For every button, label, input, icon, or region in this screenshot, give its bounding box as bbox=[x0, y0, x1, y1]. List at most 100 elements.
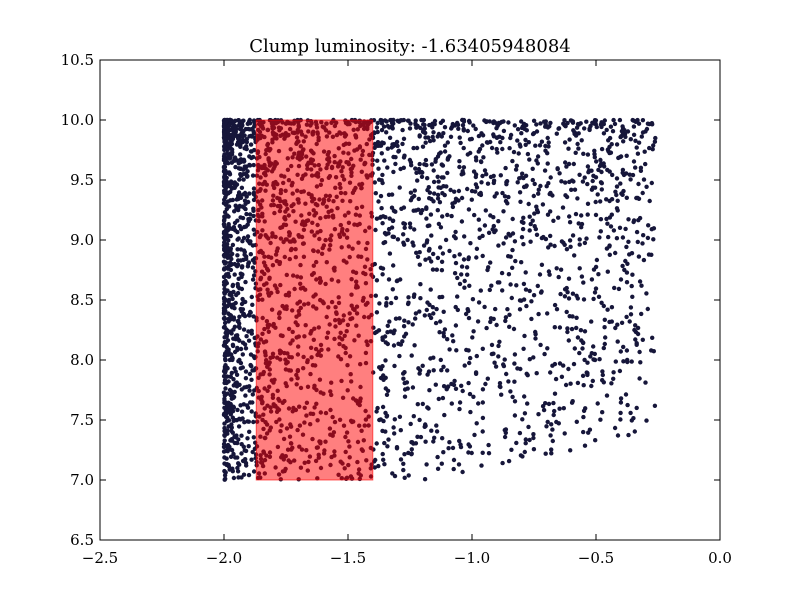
data-point bbox=[230, 342, 236, 347]
data-point bbox=[602, 341, 607, 347]
data-point bbox=[242, 313, 248, 319]
data-point bbox=[389, 300, 394, 306]
data-point bbox=[593, 438, 598, 443]
data-point bbox=[584, 119, 589, 124]
data-point bbox=[621, 359, 626, 364]
data-point bbox=[222, 261, 228, 266]
data-point bbox=[391, 343, 397, 348]
data-point bbox=[416, 366, 421, 371]
y-tick-label: 10.5 bbox=[61, 51, 94, 69]
data-point bbox=[439, 162, 444, 167]
data-point bbox=[515, 138, 520, 143]
data-point bbox=[535, 154, 541, 159]
data-point bbox=[540, 202, 546, 207]
data-point bbox=[529, 316, 534, 322]
data-point bbox=[240, 340, 246, 345]
data-point bbox=[503, 235, 509, 240]
data-point bbox=[556, 126, 562, 131]
data-point bbox=[380, 272, 385, 277]
data-point bbox=[607, 169, 612, 174]
data-point bbox=[626, 217, 631, 222]
data-point bbox=[523, 184, 529, 189]
data-point bbox=[497, 280, 502, 285]
data-point bbox=[474, 353, 479, 359]
data-point bbox=[439, 461, 444, 466]
data-point bbox=[420, 363, 425, 368]
data-point bbox=[514, 440, 519, 446]
data-point bbox=[232, 324, 238, 329]
data-point bbox=[482, 168, 488, 173]
data-point bbox=[537, 272, 543, 277]
data-point bbox=[402, 334, 407, 339]
data-point bbox=[595, 401, 600, 406]
data-point bbox=[428, 287, 433, 292]
data-point bbox=[393, 316, 399, 321]
data-point bbox=[417, 417, 422, 423]
data-point bbox=[548, 120, 553, 126]
data-point bbox=[569, 118, 574, 123]
data-point bbox=[491, 132, 496, 137]
data-point bbox=[593, 286, 599, 291]
data-point bbox=[497, 339, 502, 344]
data-point bbox=[460, 123, 466, 128]
data-point bbox=[373, 457, 378, 463]
data-point bbox=[445, 140, 450, 145]
data-point bbox=[389, 192, 395, 197]
data-point bbox=[459, 383, 464, 388]
data-point bbox=[249, 457, 254, 462]
data-point bbox=[433, 382, 438, 387]
data-point bbox=[433, 320, 439, 326]
data-point bbox=[431, 179, 437, 185]
data-point bbox=[250, 265, 256, 270]
data-point bbox=[531, 435, 536, 441]
data-point bbox=[635, 117, 640, 123]
data-point bbox=[589, 351, 594, 356]
data-point bbox=[228, 155, 233, 160]
data-point bbox=[228, 267, 234, 273]
data-point bbox=[241, 177, 246, 182]
data-point bbox=[535, 283, 540, 289]
data-point bbox=[409, 440, 414, 445]
data-point bbox=[494, 322, 499, 328]
data-point bbox=[505, 307, 510, 312]
data-point bbox=[497, 381, 503, 386]
data-point bbox=[605, 307, 610, 312]
data-point bbox=[416, 166, 422, 172]
data-point bbox=[423, 140, 428, 145]
data-point bbox=[522, 449, 527, 455]
data-point bbox=[387, 125, 392, 130]
data-point bbox=[431, 199, 436, 204]
data-point bbox=[614, 176, 620, 181]
data-point bbox=[428, 212, 434, 217]
data-point bbox=[478, 159, 484, 164]
data-point bbox=[631, 124, 637, 129]
data-point bbox=[518, 199, 523, 204]
data-point bbox=[468, 409, 473, 415]
data-point bbox=[599, 181, 604, 186]
data-point bbox=[223, 230, 228, 235]
data-point bbox=[492, 229, 497, 235]
data-point bbox=[232, 417, 237, 423]
data-point bbox=[223, 368, 228, 374]
data-point bbox=[581, 429, 586, 435]
data-point bbox=[519, 119, 524, 124]
data-point bbox=[634, 405, 639, 411]
data-point bbox=[617, 117, 623, 123]
data-point bbox=[484, 172, 489, 177]
data-point bbox=[521, 281, 527, 287]
data-point bbox=[242, 249, 247, 255]
data-point bbox=[589, 168, 594, 173]
data-point bbox=[229, 293, 234, 298]
data-point bbox=[234, 372, 240, 377]
data-point bbox=[249, 409, 254, 414]
data-point bbox=[517, 190, 523, 195]
x-tick-label: −2.5 bbox=[82, 549, 118, 567]
data-point bbox=[592, 151, 597, 157]
data-point bbox=[518, 366, 523, 372]
data-point bbox=[226, 222, 231, 227]
data-point bbox=[491, 173, 496, 179]
data-point bbox=[565, 326, 570, 331]
data-point bbox=[456, 126, 461, 131]
data-point bbox=[493, 364, 499, 369]
data-point bbox=[598, 157, 603, 163]
